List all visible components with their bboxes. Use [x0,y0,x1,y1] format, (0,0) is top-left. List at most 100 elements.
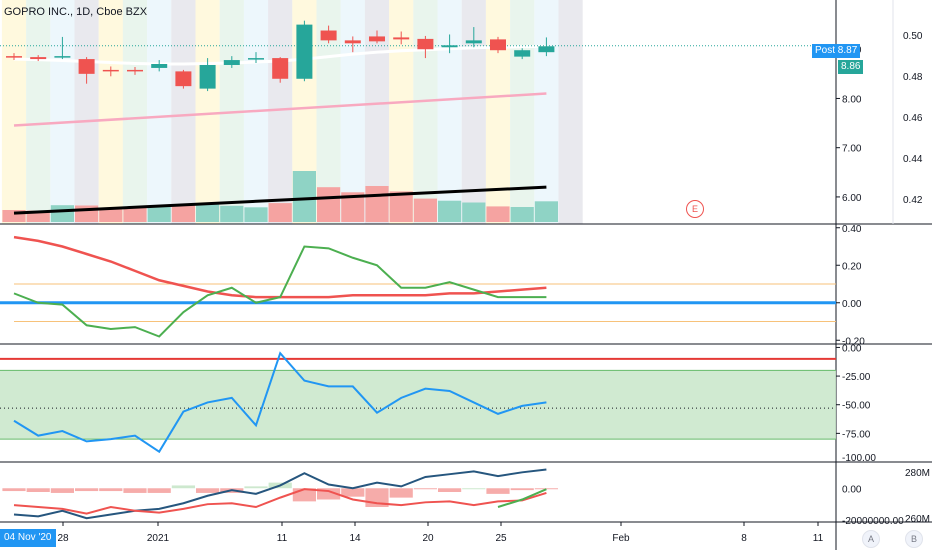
volume-bar [534,201,558,222]
earnings-event-marker[interactable]: E [686,200,704,218]
day-stripe [413,0,438,224]
day-stripe [98,0,123,224]
secondary-price-label: 0.46 [903,113,923,124]
time-axis-label: 11 [277,533,288,544]
log-scale-button[interactable]: B [905,530,923,548]
time-axis-label: 28 [57,533,69,544]
osc-axis-label: 0.00 [842,299,862,310]
volume-bar [341,192,365,222]
secondary-price-label: 0.50 [903,31,923,42]
willr-axis-label: -25.00 [842,372,871,383]
volume-bar [220,205,244,222]
osc-axis-label: -0.20 [842,336,865,347]
auto-scale-button[interactable]: A [862,530,880,548]
day-stripe [510,0,535,224]
price-axis-label: 8.00 [842,94,862,105]
time-axis-label: Feb [612,533,630,544]
candle-body [514,50,531,57]
candle-body [344,40,361,44]
candle-body [30,57,47,60]
volume-bar [268,203,292,222]
last-price-tag: 8.86 [838,60,864,74]
volume-bar [510,207,534,222]
candle-body [441,45,458,48]
vol-axis-label: 0.00 [842,484,862,495]
candle-body [78,59,95,74]
volume-bar [171,204,195,222]
vol-axis-label: -20000000.00 [842,516,904,527]
candle-body [127,69,143,72]
price-axis-label: 6.00 [842,193,862,204]
day-stripe [558,0,583,224]
willr-axis-label: -50.00 [842,401,871,412]
volume-osc-bar [2,488,26,492]
time-axis-label: 14 [349,533,361,544]
candle-body [248,58,264,60]
volume-bar [317,187,341,222]
day-stripe [534,0,559,224]
time-axis-label: 20 [422,533,434,544]
time-axis-label: 25 [495,533,507,544]
volume-bar [462,202,486,222]
volume-osc-bar [389,488,413,498]
oscillator-line [13,245,547,338]
vol-axis-outer-label: 280M [905,468,930,479]
volume-osc-bar [534,488,558,490]
volume-bar [486,206,510,222]
day-stripe [50,0,75,224]
volume-bar [26,210,50,222]
candle-body [223,60,240,65]
day-stripe [268,0,293,224]
candle-body [393,37,410,40]
price-axis-label: 7.00 [842,144,862,155]
volume-bar [147,206,171,222]
volume-osc-bar [75,488,99,492]
overbought-band [0,370,836,440]
willr-axis-label: 0.00 [842,343,862,354]
volume-osc-bar [486,488,510,494]
volume-osc-bar [244,486,268,489]
candle-body [369,36,385,42]
candle-body [465,40,482,44]
willr-axis-label: -100.00 [842,453,876,464]
candle-body [6,56,22,58]
volume-osc-bar [341,488,365,497]
candle-body [175,71,192,87]
volume-osc-line [13,488,547,515]
candle-body [490,39,506,51]
crosshair-date-badge: 04 Nov '20 [0,529,56,547]
volume-bar [99,208,123,222]
volume-osc-line [497,488,547,508]
candle-body [199,64,216,89]
day-stripe [1,0,27,224]
candle-body [538,46,555,53]
volume-bar [292,171,316,222]
candle-body [320,30,337,41]
day-stripe [122,0,148,224]
volume-bar [438,200,462,222]
volume-bar [365,186,389,222]
day-stripe [171,0,196,224]
secondary-price-label: 0.42 [903,195,923,206]
time-axis-label: 2021 [147,533,170,544]
candle-body [151,64,168,68]
volume-osc-bar [438,488,462,492]
volume-osc-bar [196,488,220,493]
osc-axis-label: 0.40 [842,224,862,235]
volume-osc-bar [317,488,341,500]
day-stripe [195,0,220,224]
volume-bar [123,207,147,222]
volume-osc-bar [413,488,437,490]
time-axis-label: 8 [741,533,747,544]
volume-osc-line [13,468,547,520]
volume-osc-bar [50,488,74,493]
long-ma-line [13,92,547,127]
volume-bar [389,191,413,222]
secondary-price-label: 0.44 [903,154,923,165]
volume-osc-bar [171,485,195,489]
volume-osc-bar [462,488,486,490]
day-stripe [147,0,172,224]
candle-body [54,56,71,58]
symbol-title: GOPRO INC., 1D, Cboe BZX [4,6,148,18]
